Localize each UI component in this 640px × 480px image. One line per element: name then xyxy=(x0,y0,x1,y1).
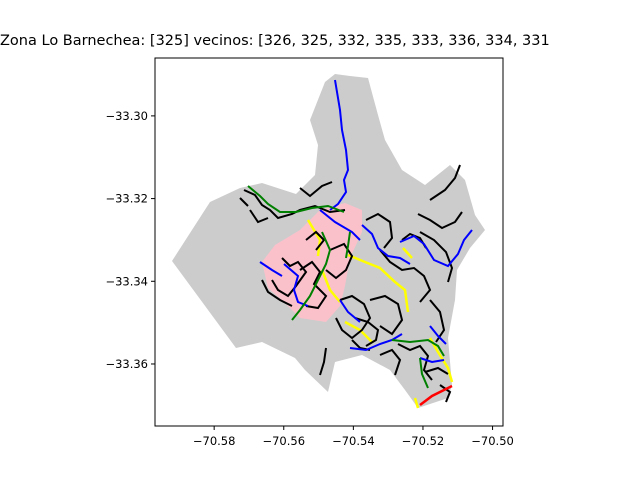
x-tick-label: −70.52 xyxy=(402,434,445,448)
axes-frame xyxy=(154,57,504,427)
map-layers xyxy=(172,74,485,409)
streets-black xyxy=(239,164,463,403)
y-axis: −33.30 −33.32 −33.34 −33.36 xyxy=(105,109,155,371)
x-tick-label: −70.56 xyxy=(262,434,305,448)
streets-green xyxy=(247,185,445,389)
x-tick-label: −70.58 xyxy=(193,434,236,448)
streets-blue xyxy=(259,79,473,364)
x-axis: −70.58 −70.56 −70.54 −70.52 −70.50 xyxy=(193,426,514,448)
x-tick-label: −70.50 xyxy=(471,434,514,448)
x-tick-label: −70.54 xyxy=(332,434,375,448)
street-red xyxy=(419,384,453,406)
map-title: Zona Lo Barnechea: [325] vecinos: [326, … xyxy=(0,33,550,49)
y-tick-label: −33.36 xyxy=(105,357,148,371)
y-tick-label: −33.34 xyxy=(105,274,148,288)
y-tick-label: −33.32 xyxy=(105,192,148,206)
y-tick-label: −33.30 xyxy=(105,109,148,123)
